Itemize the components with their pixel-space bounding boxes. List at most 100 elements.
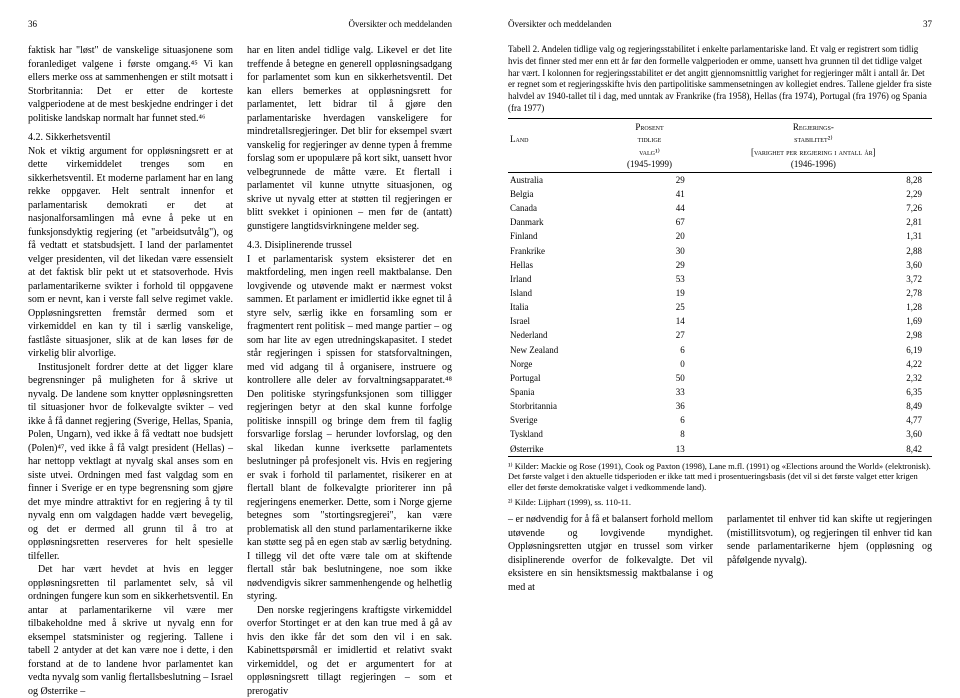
text-columns-right: – er nødvendig for å få et balansert for… xyxy=(508,513,932,594)
paragraph: I et parlamentarisk system eksisterer de… xyxy=(247,253,452,604)
cell-land: Nederland xyxy=(508,328,604,342)
table-row: Hellas293,60 xyxy=(508,258,932,272)
cell-valg: 6 xyxy=(604,413,694,427)
cell-land: Canada xyxy=(508,201,604,215)
cell-valg: 27 xyxy=(604,328,694,342)
text-columns-left: faktisk har "løst" de vanskelige situasj… xyxy=(28,44,452,698)
cell-stabilitet: 7,26 xyxy=(695,201,932,215)
cell-land: Østerrike xyxy=(508,442,604,457)
cell-land: Spania xyxy=(508,385,604,399)
table-row: Danmark672,81 xyxy=(508,215,932,229)
cell-valg: 8 xyxy=(604,427,694,441)
cell-valg: 13 xyxy=(604,442,694,457)
cell-stabilitet: 4,22 xyxy=(695,357,932,371)
table-row: Finland201,31 xyxy=(508,229,932,243)
running-head-right: Översikter och meddelanden xyxy=(508,18,611,30)
table-row: Nederland272,98 xyxy=(508,328,932,342)
table-row: New Zealand66,19 xyxy=(508,343,932,357)
cell-land: Hellas xyxy=(508,258,604,272)
paragraph: – er nødvendig for å få et balansert for… xyxy=(508,513,713,594)
cell-stabilitet: 2,32 xyxy=(695,371,932,385)
subheading: 4.2. Sikkerhetsventil xyxy=(28,131,233,145)
cell-land: Australia xyxy=(508,173,604,187)
table-row: Norge04,22 xyxy=(508,357,932,371)
cell-stabilitet: 1,28 xyxy=(695,300,932,314)
cell-land: Belgia xyxy=(508,187,604,201)
cell-valg: 0 xyxy=(604,357,694,371)
table-row: Irland533,72 xyxy=(508,272,932,286)
cell-stabilitet: 6,35 xyxy=(695,385,932,399)
table-row: Sverige64,77 xyxy=(508,413,932,427)
cell-land: Frankrike xyxy=(508,244,604,258)
header-right: Översikter och meddelanden 37 xyxy=(508,18,932,30)
paragraph: Det har vært hevdet at hvis en legger op… xyxy=(28,563,233,698)
page-left: 36 Översikter och meddelanden faktisk ha… xyxy=(0,0,480,679)
cell-land: New Zealand xyxy=(508,343,604,357)
cell-stabilitet: 3,72 xyxy=(695,272,932,286)
cell-land: Tyskland xyxy=(508,427,604,441)
cell-valg: 33 xyxy=(604,385,694,399)
cell-stabilitet: 4,77 xyxy=(695,413,932,427)
cell-land: Portugal xyxy=(508,371,604,385)
cell-valg: 50 xyxy=(604,371,694,385)
cell-stabilitet: 1,31 xyxy=(695,229,932,243)
col-header-land: Land xyxy=(508,119,604,173)
table-footnote-2: ²⁾ Kilde: Lijphart (1999), ss. 110-11. xyxy=(508,497,932,508)
header-left: 36 Översikter och meddelanden xyxy=(28,18,452,30)
table-caption: Tabell 2. Andelen tidlige valg og regjer… xyxy=(508,44,932,114)
cell-valg: 29 xyxy=(604,173,694,187)
table-row: Storbritannia368,49 xyxy=(508,399,932,413)
paragraph: Nok et viktig argument for oppløsningsre… xyxy=(28,145,233,361)
table-row: Canada447,26 xyxy=(508,201,932,215)
table-row: Israel141,69 xyxy=(508,314,932,328)
col-header-prosent: Prosent tidlige valg¹⁾ (1945-1999) xyxy=(604,119,694,173)
page-number-right: 37 xyxy=(923,18,932,30)
data-table: Land Prosent tidlige valg¹⁾ (1945-1999) … xyxy=(508,118,932,456)
cell-stabilitet: 2,78 xyxy=(695,286,932,300)
cell-valg: 14 xyxy=(604,314,694,328)
cell-valg: 41 xyxy=(604,187,694,201)
paragraph: parlamentet til enhver tid kan skifte ut… xyxy=(727,513,932,567)
cell-valg: 6 xyxy=(604,343,694,357)
cell-land: Storbritannia xyxy=(508,399,604,413)
table-row: Spania336,35 xyxy=(508,385,932,399)
table-row: Østerrike138,42 xyxy=(508,442,932,457)
cell-stabilitet: 2,88 xyxy=(695,244,932,258)
page-right: Översikter och meddelanden 37 Tabell 2. … xyxy=(480,0,960,679)
paragraph: Den norske regjeringens kraftigste virke… xyxy=(247,604,452,698)
paragraph: faktisk har "løst" de vanskelige situasj… xyxy=(28,44,233,125)
cell-valg: 19 xyxy=(604,286,694,300)
cell-land: Norge xyxy=(508,357,604,371)
paragraph: har en liten andel tidlige valg. Likevel… xyxy=(247,44,452,233)
cell-valg: 20 xyxy=(604,229,694,243)
cell-stabilitet: 8,49 xyxy=(695,399,932,413)
subheading: 4.3. Disiplinerende trussel xyxy=(247,239,452,253)
cell-valg: 67 xyxy=(604,215,694,229)
cell-stabilitet: 3,60 xyxy=(695,258,932,272)
cell-land: Sverige xyxy=(508,413,604,427)
table-row: Tyskland83,60 xyxy=(508,427,932,441)
cell-stabilitet: 8,42 xyxy=(695,442,932,457)
cell-land: Italia xyxy=(508,300,604,314)
cell-valg: 30 xyxy=(604,244,694,258)
page-number-left: 36 xyxy=(28,18,37,30)
table-2: Tabell 2. Andelen tidlige valg og regjer… xyxy=(508,44,932,507)
table-body: Australia298,28Belgia412,29Canada447,26D… xyxy=(508,173,932,456)
cell-stabilitet: 1,69 xyxy=(695,314,932,328)
col-header-stabilitet: Regjerings- stabilitet²⁾ [varighet per r… xyxy=(695,119,932,173)
cell-valg: 44 xyxy=(604,201,694,215)
cell-valg: 29 xyxy=(604,258,694,272)
table-row: Australia298,28 xyxy=(508,173,932,187)
cell-land: Island xyxy=(508,286,604,300)
table-row: Island192,78 xyxy=(508,286,932,300)
cell-land: Danmark xyxy=(508,215,604,229)
cell-stabilitet: 2,98 xyxy=(695,328,932,342)
cell-land: Finland xyxy=(508,229,604,243)
table-row: Italia251,28 xyxy=(508,300,932,314)
cell-valg: 36 xyxy=(604,399,694,413)
cell-land: Irland xyxy=(508,272,604,286)
cell-stabilitet: 3,60 xyxy=(695,427,932,441)
cell-stabilitet: 8,28 xyxy=(695,173,932,187)
paragraph: Institusjonelt fordrer dette at det ligg… xyxy=(28,361,233,564)
running-head-left: Översikter och meddelanden xyxy=(349,18,452,30)
